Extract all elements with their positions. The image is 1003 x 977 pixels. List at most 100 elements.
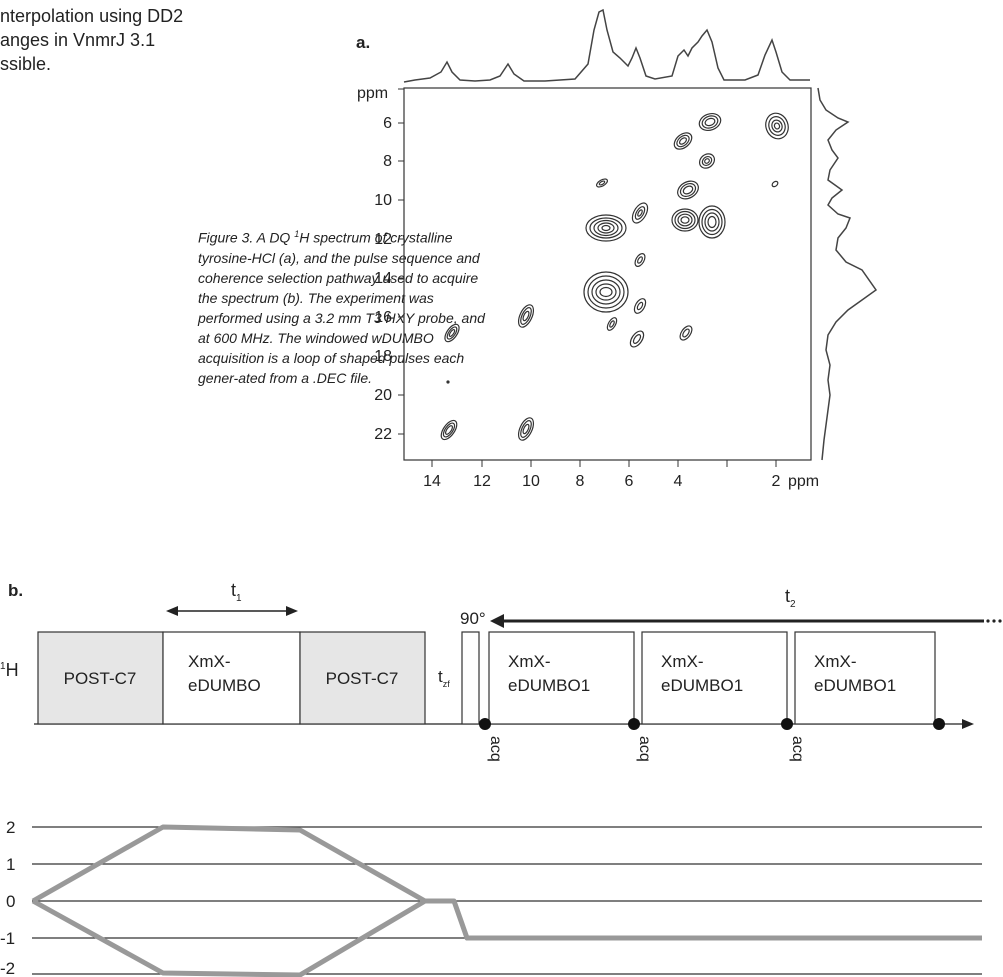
coherence-level-label: -2 (0, 959, 15, 977)
contour-peak (440, 419, 458, 441)
y-axis-ticks (398, 88, 404, 435)
block-post-c7-2 (299, 631, 426, 725)
y-tick-label: 8 (383, 153, 392, 170)
contour-peaks (440, 112, 789, 441)
t1-arrow-left-head (166, 606, 178, 616)
y-tick-label: 22 (374, 426, 392, 443)
y-tick-label: 14 (374, 270, 392, 287)
f2-projection-trace (403, 8, 810, 83)
acquisition-points (479, 718, 945, 730)
contour-peak (629, 330, 645, 348)
y-tick-label: 18 (374, 348, 392, 365)
x-tick-label: 14 (423, 473, 441, 490)
contour-peak (444, 323, 460, 343)
block-label: eDUMBO1 (661, 676, 743, 695)
contour-peak (671, 208, 699, 232)
panel-a-label: a. (356, 33, 370, 52)
block-label: eDUMBO1 (508, 676, 590, 695)
x-axis-labels: 14 12 10 8 6 4 2 (423, 473, 780, 490)
block-xmx-edumbo1-3 (794, 631, 936, 725)
block-label: XmX- (188, 652, 231, 671)
coherence-level-label: 1 (6, 855, 15, 874)
spectrum-panel: a. ppm 6 8 10 12 14 16 18 20 22 (356, 8, 878, 490)
y-axis-unit: ppm (357, 85, 388, 102)
panel-b-label: b. (8, 581, 23, 600)
coherence-pathway (31, 824, 982, 977)
coherence-level-label: 0 (6, 892, 15, 911)
contour-peak (679, 325, 693, 341)
contour-peak (698, 153, 716, 169)
channel-label: 1H (0, 660, 19, 680)
pathway-lower (31, 898, 427, 977)
pulse-90-label: 90° (460, 609, 486, 628)
acq-point (479, 718, 491, 730)
contour-peak (771, 180, 779, 188)
contour-peak (606, 317, 618, 331)
intro-line-1: nterpolation using DD2 (0, 6, 184, 26)
x-tick-label: 2 (772, 473, 781, 490)
block-xmx-edumbo1-1 (488, 631, 635, 725)
y-tick-label: 12 (374, 231, 392, 248)
pulse-90-block (461, 631, 480, 725)
t2-label: t2 (785, 586, 796, 610)
figure-caption: Figure 3. A DQ 1H spectrum of crystallin… (198, 229, 485, 386)
contour-peak (585, 214, 627, 242)
block-label: POST-C7 (64, 669, 137, 688)
y-tick-label: 20 (374, 387, 392, 404)
block-xmx-edumbo1-2 (641, 631, 788, 725)
baseline-arrowhead (962, 719, 974, 729)
x-axis-unit: ppm (788, 473, 819, 490)
contour-peak (673, 132, 693, 150)
intro-line-2: anges in VnmrJ 3.1 (0, 30, 156, 50)
acq-label: acq (487, 736, 504, 762)
coherence-level-lines (32, 826, 982, 975)
y-tick-label: 16 (374, 309, 392, 326)
acq-label: acq (636, 736, 653, 762)
contour-peak (634, 253, 646, 267)
contour-peak (446, 380, 450, 384)
x-tick-label: 6 (625, 473, 634, 490)
contour-peak (583, 271, 629, 313)
x-tick-label: 8 (576, 473, 585, 490)
intro-text: nterpolation using DD2 anges in VnmrJ 3.… (0, 4, 183, 76)
contour-peak (765, 112, 789, 140)
contour-peak (698, 112, 722, 132)
contour-peak (595, 178, 609, 188)
coherence-level-label: -1 (0, 929, 15, 948)
x-tick-label: 10 (522, 473, 540, 490)
acq-point (933, 718, 945, 730)
block-label: XmX- (661, 652, 704, 671)
block-label: XmX- (814, 652, 857, 671)
t2-arrow-head (490, 614, 504, 628)
contour-peak (517, 304, 535, 328)
acq-label: acq (789, 736, 806, 762)
spectrum-frame (403, 87, 812, 461)
pulse-sequence-panel: b. t1 90° t2 1H POST-C7 XmX- eDUMBO POST… (0, 580, 1002, 977)
x-tick-label: 4 (674, 473, 683, 490)
block-label: eDUMBO1 (814, 676, 896, 695)
pathway-upper (31, 824, 982, 941)
block-label: POST-C7 (326, 669, 399, 688)
contour-peak (677, 180, 699, 200)
acq-point (781, 718, 793, 730)
contour-peak (517, 417, 535, 441)
contour-peak (631, 202, 649, 224)
y-tick-label: 6 (383, 115, 392, 132)
x-tick-label: 12 (473, 473, 491, 490)
coherence-level-label: 2 (6, 818, 15, 837)
acq-point (628, 718, 640, 730)
intro-line-3: ssible. (0, 54, 52, 74)
block-label: eDUMBO (188, 676, 261, 695)
y-tick-label: 10 (374, 192, 392, 209)
t1-label: t1 (231, 580, 242, 604)
t1-arrow-right-head (286, 606, 298, 616)
pulse-blocks (37, 631, 936, 725)
x-axis-ticks (431, 460, 777, 467)
f1-projection-trace (817, 87, 878, 461)
block-label: XmX- (508, 652, 551, 671)
y-axis-labels: 6 8 10 12 14 16 18 20 22 (374, 115, 392, 443)
t2-arrow-continuation-dots (986, 619, 1002, 623)
contour-peak (633, 298, 647, 314)
tzf-label: tzf (438, 667, 450, 689)
contour-peak (698, 205, 726, 239)
